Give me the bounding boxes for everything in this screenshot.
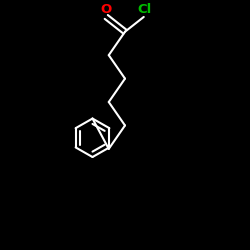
- Text: O: O: [100, 3, 112, 16]
- Text: Cl: Cl: [138, 3, 152, 16]
